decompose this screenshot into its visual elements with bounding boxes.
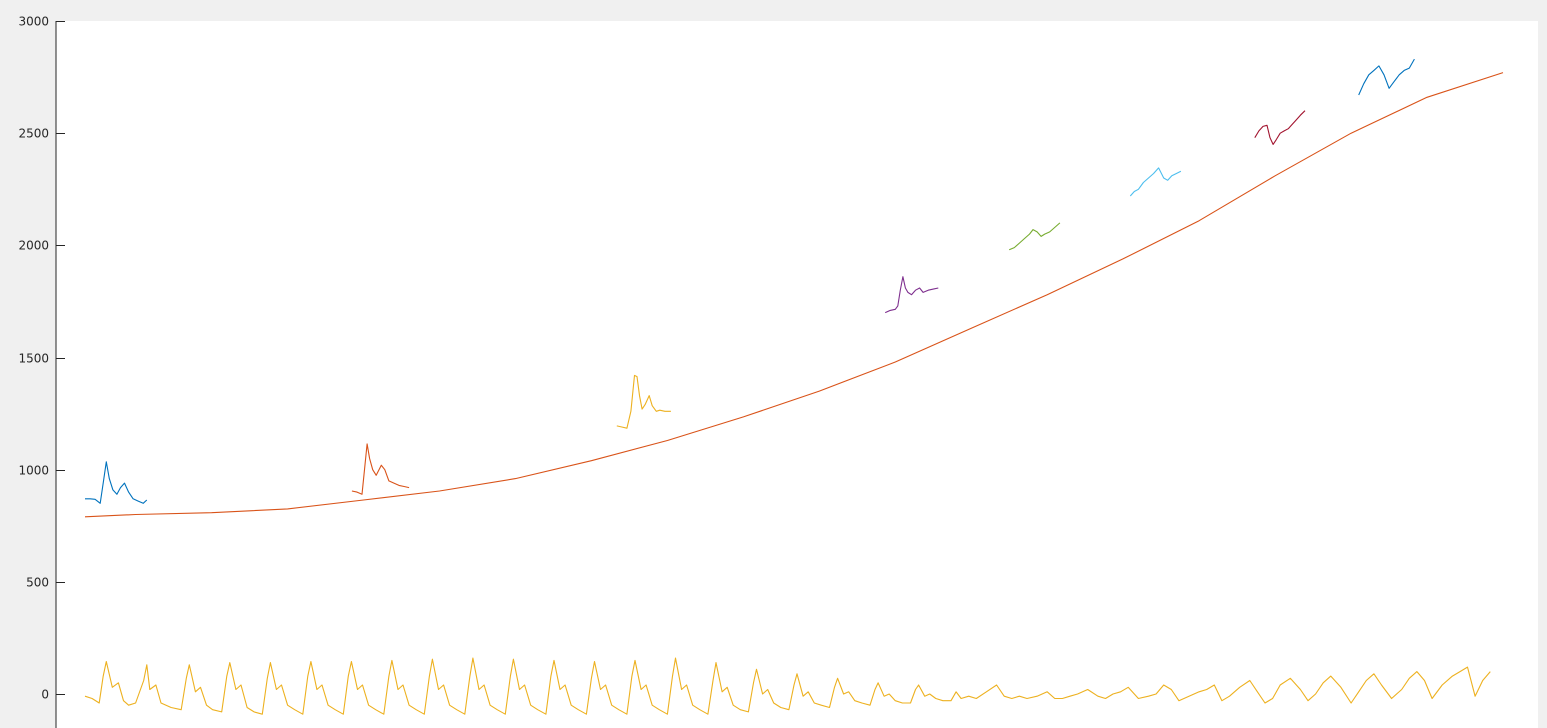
y-tick-label: 0 <box>41 688 49 702</box>
series-line-baseline[interactable] <box>84 657 1491 715</box>
series-line-beat-3[interactable] <box>616 374 671 429</box>
series-line-beat-8[interactable] <box>1358 58 1415 96</box>
y-tick-label: 1500 <box>18 352 49 366</box>
series-line-beat-2[interactable] <box>351 443 410 495</box>
series-layer <box>84 58 1504 715</box>
y-axis: 0 500 1000 1500 2000 2500 3000 <box>18 15 65 728</box>
axes-background[interactable] <box>56 21 1538 728</box>
series-line-beat-5[interactable] <box>1008 222 1061 251</box>
y-tick-label: 1000 <box>18 464 49 478</box>
series-line-beat-6[interactable] <box>1129 167 1182 197</box>
y-tick-label: 3000 <box>18 15 49 29</box>
series-line-beat-4[interactable] <box>884 276 939 314</box>
series-line-beat-7[interactable] <box>1254 110 1306 145</box>
series-line-trend[interactable] <box>84 72 1504 518</box>
y-tick-label: 2500 <box>18 127 49 141</box>
series-line-beat-1[interactable] <box>85 461 148 504</box>
y-tick-label: 2000 <box>18 239 49 253</box>
y-tick-label: 500 <box>26 576 49 590</box>
